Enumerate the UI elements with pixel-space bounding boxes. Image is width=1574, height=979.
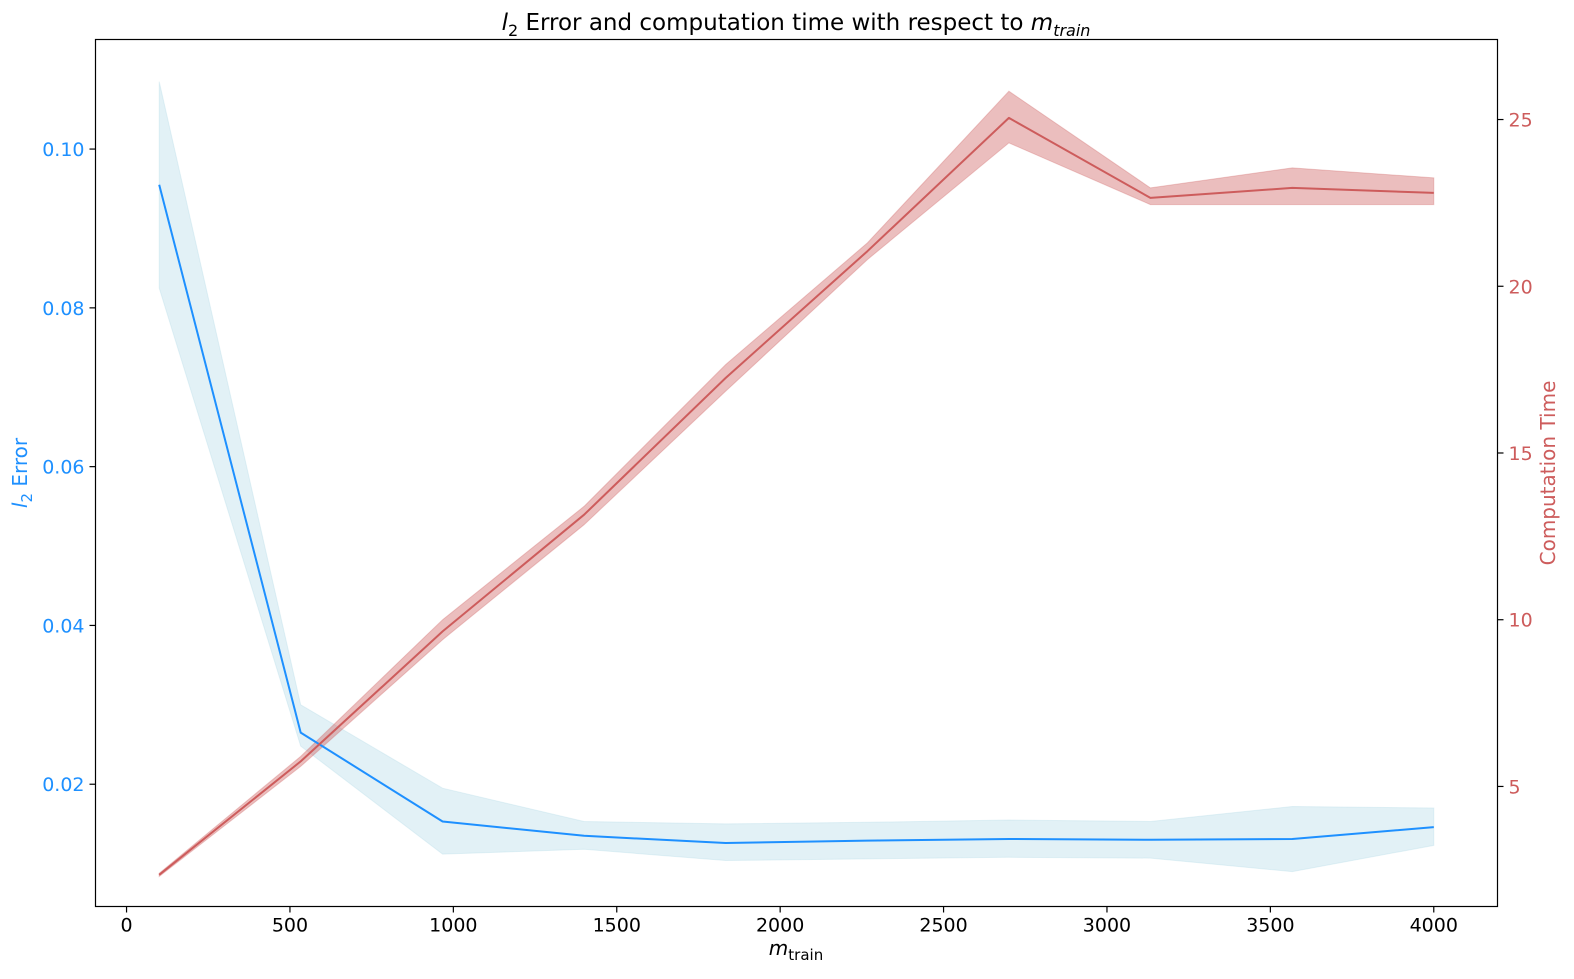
- y-left-tick-label: 0.04: [42, 615, 84, 637]
- y-right-axis-ticks: 5 10 15 20 25: [1497, 110, 1533, 798]
- y-right-tick-label: 25: [1509, 110, 1533, 132]
- computation-time-line: [158, 116, 1434, 876]
- y-left-tick-label: 0.06: [42, 457, 84, 479]
- x-tick-label: 4000: [1410, 915, 1458, 937]
- y-right-tick-label: 10: [1509, 610, 1533, 632]
- x-tick-label: 3500: [1246, 915, 1294, 937]
- computation-time-band: [158, 90, 1435, 878]
- x-tick-label: 1000: [429, 915, 477, 937]
- y-right-tick-label: 20: [1509, 276, 1533, 298]
- x-axis-ticks: 0 500 1000 1500 2000 2500 3000 3500 4000: [120, 906, 1458, 937]
- y-right-axis-label: Computation Time: [1536, 381, 1560, 566]
- x-tick-label: 2000: [756, 915, 804, 937]
- x-axis-label: mtrain: [769, 936, 823, 964]
- plot-frame: [94, 38, 1499, 908]
- x-tick-label: 2500: [919, 915, 967, 937]
- y-left-tick-label: 0.08: [42, 298, 84, 320]
- y-left-axis-label: l2 Error: [8, 437, 36, 508]
- x-tick-label: 3000: [1083, 915, 1131, 937]
- x-tick-label: 500: [272, 915, 308, 937]
- confidence-bands: [158, 81, 1435, 878]
- chart-title: l2 Error and computation time with respe…: [502, 10, 1091, 40]
- y-left-tick-label: 0.02: [42, 774, 84, 796]
- y-right-tick-label: 15: [1509, 443, 1533, 465]
- y-left-axis-ticks: 0.02 0.04 0.06 0.08 0.10: [42, 139, 96, 796]
- y-left-tick-label: 0.10: [42, 139, 84, 161]
- l2-error-band: [158, 81, 1435, 873]
- x-tick-label: 1500: [593, 915, 641, 937]
- l2-error-line: [158, 184, 1434, 844]
- series-lines: [158, 116, 1434, 876]
- y-right-tick-label: 5: [1509, 776, 1521, 798]
- x-tick-label: 0: [120, 915, 132, 937]
